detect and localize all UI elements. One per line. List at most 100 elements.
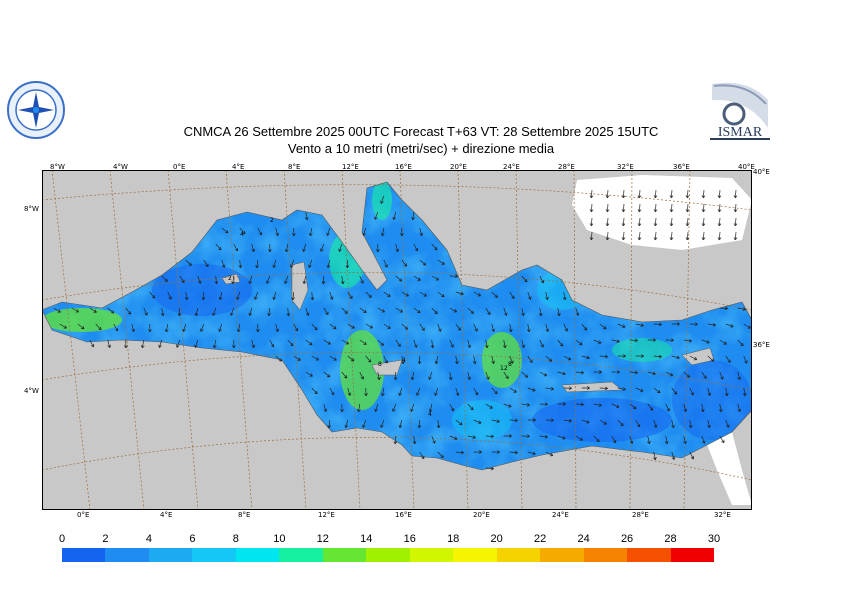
top-longitude-label: 8°E — [288, 163, 301, 171]
wind-arrow — [621, 203, 626, 213]
wind-arrow — [521, 307, 525, 317]
wind-arrow — [617, 387, 626, 391]
colorbar-label: 8 — [232, 533, 239, 545]
wind-arrow — [467, 339, 472, 348]
wind-arrow — [509, 387, 517, 393]
top-longitude-label: 36°E — [673, 163, 690, 171]
colorbar-label: 30 — [707, 533, 721, 545]
wind-arrow — [526, 323, 531, 333]
wind-arrow — [292, 227, 296, 237]
wind-arrow — [719, 435, 725, 444]
wind-arrow — [359, 307, 367, 313]
wind-direction-arrows — [53, 189, 751, 471]
wind-arrow — [437, 323, 442, 332]
wind-arrow — [364, 387, 368, 397]
wind-arrow — [707, 419, 711, 429]
wind-arrow — [503, 403, 512, 408]
wind-arrow — [124, 339, 128, 349]
wind-arrow — [359, 371, 364, 380]
colorbar-cell — [279, 548, 323, 562]
meteo-service-logo-icon — [7, 81, 65, 139]
wind-arrow — [419, 227, 423, 236]
wind-arrow — [473, 323, 478, 332]
wind-arrow — [717, 189, 722, 199]
wind-arrow — [417, 355, 422, 365]
wind-arrow — [398, 387, 403, 396]
wind-arrow — [593, 403, 602, 407]
wind-arrow — [401, 259, 408, 267]
wind-arrow — [491, 291, 498, 298]
wind-arrow — [377, 339, 384, 346]
wind-arrow — [437, 291, 445, 298]
wind-arrow — [395, 243, 399, 252]
wind-arrow — [467, 435, 476, 439]
wind-arrow — [431, 435, 436, 444]
wind-arrow — [419, 323, 425, 331]
wind-arrow — [431, 275, 439, 281]
wind-arrow — [203, 259, 209, 267]
wind-arrow — [428, 403, 433, 413]
wind-arrow — [412, 435, 417, 445]
top-longitude-label: 40°E — [738, 163, 755, 171]
graticule-line — [515, 170, 523, 510]
wind-arrow — [701, 339, 710, 344]
wind-arrow — [621, 217, 626, 227]
wind-arrow — [617, 354, 626, 358]
wind-arrow — [503, 307, 508, 316]
wind-arrow — [215, 243, 222, 251]
wind-arrow — [221, 259, 226, 268]
colorbar-cell — [366, 548, 410, 562]
wind-arrow — [485, 403, 493, 409]
wind-arrow — [293, 323, 299, 332]
wind-arrow — [635, 387, 644, 392]
wind-arrow — [563, 355, 572, 361]
top-longitude-label: 4°E — [232, 163, 245, 171]
wind-arrow — [701, 231, 706, 241]
wind-arrow — [376, 243, 380, 253]
bottom-longitude-label: 16°E — [395, 511, 412, 519]
wind-arrow — [304, 211, 309, 221]
graticule-lines — [42, 170, 752, 510]
wind-arrow — [449, 403, 455, 412]
wind-arrow — [575, 370, 584, 375]
wind-speed-label: 8 — [508, 361, 512, 368]
map-subtitle: Vento a 10 metri (metri/sec) + direzione… — [287, 141, 555, 156]
wind-arrow — [455, 323, 461, 331]
wind-arrow — [671, 355, 680, 360]
colorbar-label: 10 — [273, 533, 286, 545]
wind-arrow — [398, 419, 403, 429]
wind-arrow — [257, 227, 263, 236]
wind-arrow — [717, 203, 722, 213]
wind-arrow — [449, 307, 458, 313]
wind-arrow — [71, 307, 79, 313]
wind-arrow — [725, 323, 734, 328]
wind-arrow — [637, 203, 642, 213]
wind-arrow — [177, 307, 182, 317]
map-frame — [42, 170, 752, 510]
colorbar-cell — [192, 548, 236, 562]
wind-speed-label: 2 — [228, 275, 232, 282]
wind-arrow — [563, 323, 568, 332]
wind-arrow — [164, 323, 169, 333]
sicily-island — [371, 359, 403, 376]
wind-arrow — [455, 291, 464, 296]
wind-arrow — [413, 339, 418, 348]
wind-arrow — [340, 275, 345, 285]
wind-arrow — [617, 323, 626, 328]
wind-arrow — [302, 243, 307, 252]
wind-arrow — [503, 371, 509, 379]
wind-arrow — [484, 339, 489, 349]
wind-arrow — [707, 322, 716, 327]
wind-arrow — [286, 307, 291, 317]
wind-arrow — [347, 387, 352, 396]
wind-arrow — [323, 307, 329, 315]
wind-arrow — [557, 435, 566, 440]
wind-arrow — [341, 371, 348, 379]
wind-arrow — [95, 323, 102, 331]
wind-arrow — [437, 259, 445, 265]
wind-arrow — [637, 189, 642, 199]
wind-arrow — [701, 203, 706, 213]
graticule-line — [225, 170, 253, 510]
wind-arrow — [629, 370, 638, 375]
wind-arrow — [160, 307, 165, 317]
